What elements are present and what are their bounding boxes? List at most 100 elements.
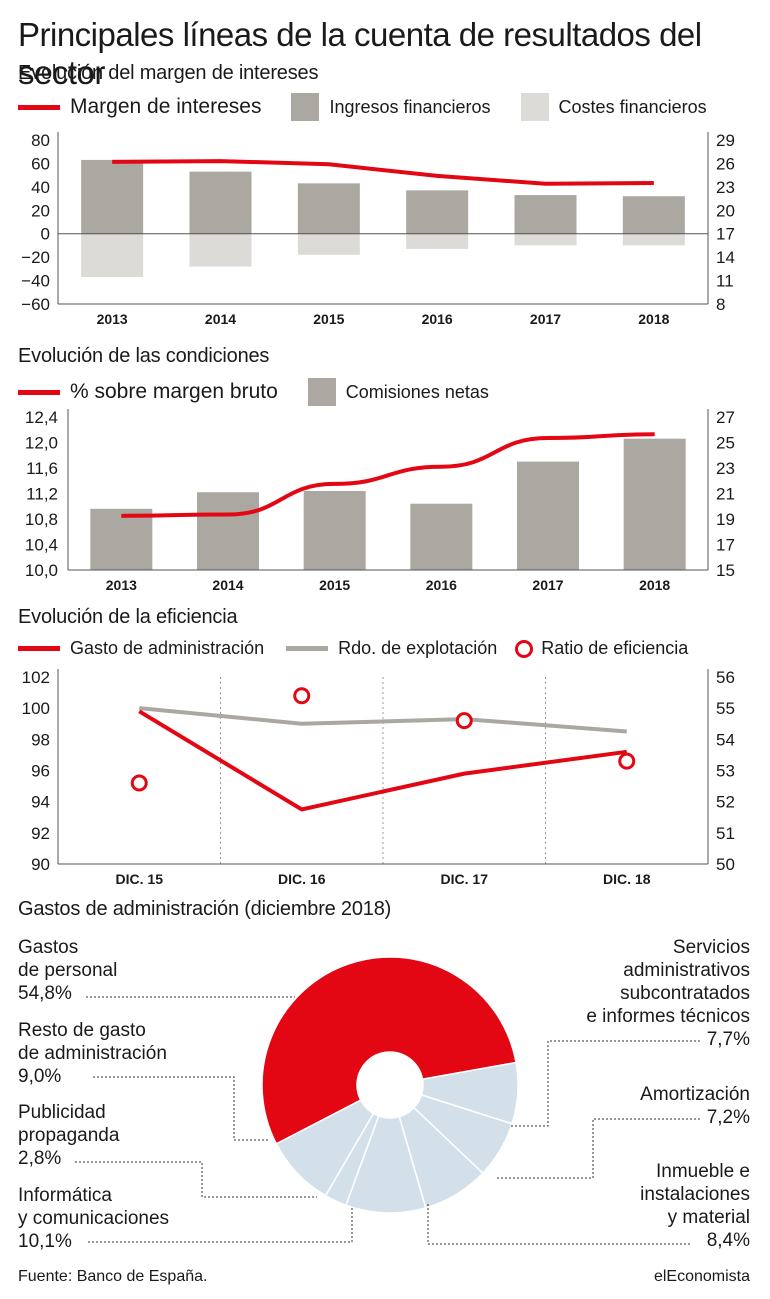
y-tick-label-left: 40 [31, 178, 50, 197]
slice-resto [275, 1099, 375, 1197]
leader-line [427, 1203, 690, 1245]
pie-label-line: de personal [18, 960, 118, 981]
y-tick-label-left: 94 [31, 793, 50, 812]
legend-item-gasto: Gasto de administración [18, 638, 264, 659]
bar-costes [622, 233, 685, 246]
x-tick-label: 2016 [422, 311, 453, 327]
legend-swatch-red-line [18, 389, 60, 395]
pie-label-value: 9,0% [18, 1066, 62, 1087]
leader-line [75, 1161, 317, 1198]
pie-label-value: 8,4% [706, 1230, 750, 1251]
y-tick-label-left: 10,4 [25, 536, 58, 555]
pie-label-line: Servicios [672, 937, 750, 958]
leader-line [510, 1040, 700, 1127]
x-tick-label: 2013 [97, 311, 128, 327]
bar-ingresos [406, 190, 469, 234]
legend-swatch-circle [515, 639, 534, 658]
pie-label-line: propaganda [18, 1125, 120, 1146]
y-tick-label-right: 51 [716, 824, 735, 843]
y-tick-label-right: 54 [716, 730, 735, 749]
pie-label-line: e informes técnicos [586, 1006, 750, 1027]
chart2-legend: % sobre margen bruto Comisiones netas [18, 378, 519, 406]
x-tick-label: 2018 [639, 577, 670, 593]
legend-label: Comisiones netas [345, 381, 489, 402]
x-tick-label: 2014 [212, 577, 243, 593]
pie-label-inmueble: Inmueble e instalaciones y material 8,4% [640, 1160, 750, 1252]
bar-comisiones [517, 461, 579, 570]
y-tick-label-right: 56 [716, 668, 735, 687]
pie-label-resto: Resto de gasto de administración 9,0% [18, 1019, 167, 1088]
pie-label-value: 54,8% [18, 983, 72, 1004]
leader-line [93, 1076, 268, 1141]
bar-costes [189, 233, 252, 267]
bar-ingresos [189, 171, 252, 234]
chart-eficiencia: 102 100 98 96 94 92 90 56 55 54 53 52 51 50 DIC. 15 DIC… [22, 668, 735, 887]
y-tick-label-right: 20 [716, 201, 735, 220]
brand-logo: elEconomista [653, 1268, 750, 1285]
legend-item-margen-bruto: % sobre margen bruto [18, 380, 278, 404]
pie-label-line: y material [667, 1207, 750, 1228]
y-tick-label-left: 96 [31, 762, 50, 781]
bar-costes [81, 233, 144, 278]
y-tick-label-right: 50 [716, 855, 735, 874]
dot-ratio-eficiencia [293, 687, 311, 705]
leader-line [497, 1118, 700, 1179]
dot-ratio-eficiencia [455, 712, 473, 730]
pie-label-line: Publicidad [18, 1102, 106, 1123]
y-tick-label-left: 11,2 [26, 485, 58, 504]
bar-comisiones [410, 503, 473, 570]
y-tick-label-left: 12,0 [25, 434, 58, 453]
y-tick-label-right: 17 [716, 225, 735, 244]
y-tick-label-left: −20 [21, 248, 50, 267]
legend-item-comisiones: Comisiones netas [307, 378, 489, 406]
y-tick-label-right: 52 [716, 793, 735, 812]
line-gasto-administracion [138, 709, 628, 812]
y-tick-label-left: −40 [21, 272, 50, 291]
y-tick-label-right: 26 [716, 154, 735, 173]
y-tick-label-right: 29 [716, 131, 735, 150]
y-tick-label-left: 0 [41, 225, 50, 244]
y-tick-label-right: 27 [716, 408, 735, 427]
legend-swatch-red-line [18, 646, 60, 651]
x-tick-label: DIC. 18 [603, 871, 651, 887]
y-tick-label-right: 23 [716, 178, 735, 197]
pie-label-servicios: Servicios administrativos subcontratados… [586, 936, 750, 1051]
bar-comisiones [197, 492, 259, 570]
y-tick-label-right: 17 [716, 536, 735, 555]
bar-costes [297, 233, 360, 255]
pie-label-line: Inmueble e [655, 1161, 750, 1182]
line-margen-intereses [112, 159, 654, 186]
y-tick-label-left: 80 [31, 131, 50, 150]
pie-label-value: 10,1% [18, 1231, 72, 1252]
source-note: Fuente: Banco de España. [18, 1268, 208, 1285]
legend-item-costes: Costes financieros [520, 93, 707, 121]
legend-label: % sobre margen bruto [70, 380, 278, 403]
bar-ingresos [81, 159, 144, 234]
x-tick-label: 2013 [106, 577, 137, 593]
pie-label-line: de administración [18, 1043, 167, 1064]
y-tick-label-left: 90 [31, 855, 50, 874]
legend-label: Gasto de administración [70, 638, 265, 658]
page-title: Principales líneas de la cuenta de resul… [18, 16, 702, 91]
y-tick-label-left: 60 [31, 154, 50, 173]
line-rdo-explotacion [139, 706, 627, 734]
bar-costes [406, 233, 469, 249]
y-tick-label-left: 10,0 [25, 561, 58, 580]
y-tick-label-right: 14 [716, 248, 735, 267]
y-tick-label-right: 19 [716, 510, 735, 529]
legend-swatch-dark-gray [291, 93, 320, 121]
pie-label-line: Informática [18, 1185, 112, 1206]
y-tick-label-right: 8 [716, 295, 725, 314]
bar-comisiones [303, 490, 366, 570]
pie-label-line: Gastos [18, 937, 79, 958]
x-tick-label: 2016 [426, 577, 457, 593]
y-tick-label-right: 55 [716, 699, 735, 718]
legend-label: Ratio de eficiencia [541, 638, 689, 658]
bar-ingresos [514, 195, 577, 234]
chart2-subtitle: Evolución de las condiciones [18, 345, 270, 367]
pie-label-publicidad: Publicidad propaganda 2,8% [18, 1101, 119, 1170]
x-tick-label: 2017 [530, 311, 561, 327]
legend-item-ingresos: Ingresos financieros [291, 93, 491, 121]
